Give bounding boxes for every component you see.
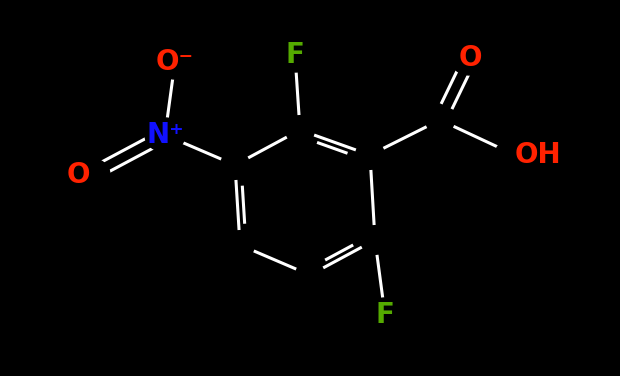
Ellipse shape [155, 45, 195, 79]
Text: O: O [66, 161, 90, 189]
Text: F: F [376, 301, 394, 329]
Text: O⁻: O⁻ [156, 48, 194, 76]
Ellipse shape [365, 298, 405, 332]
Ellipse shape [275, 38, 315, 72]
Text: N⁺: N⁺ [146, 121, 184, 149]
Text: O: O [458, 44, 482, 72]
Ellipse shape [70, 158, 110, 192]
Text: F: F [286, 41, 304, 69]
Ellipse shape [450, 41, 490, 75]
Ellipse shape [145, 118, 185, 152]
Text: OH: OH [515, 141, 562, 169]
Ellipse shape [495, 138, 535, 172]
